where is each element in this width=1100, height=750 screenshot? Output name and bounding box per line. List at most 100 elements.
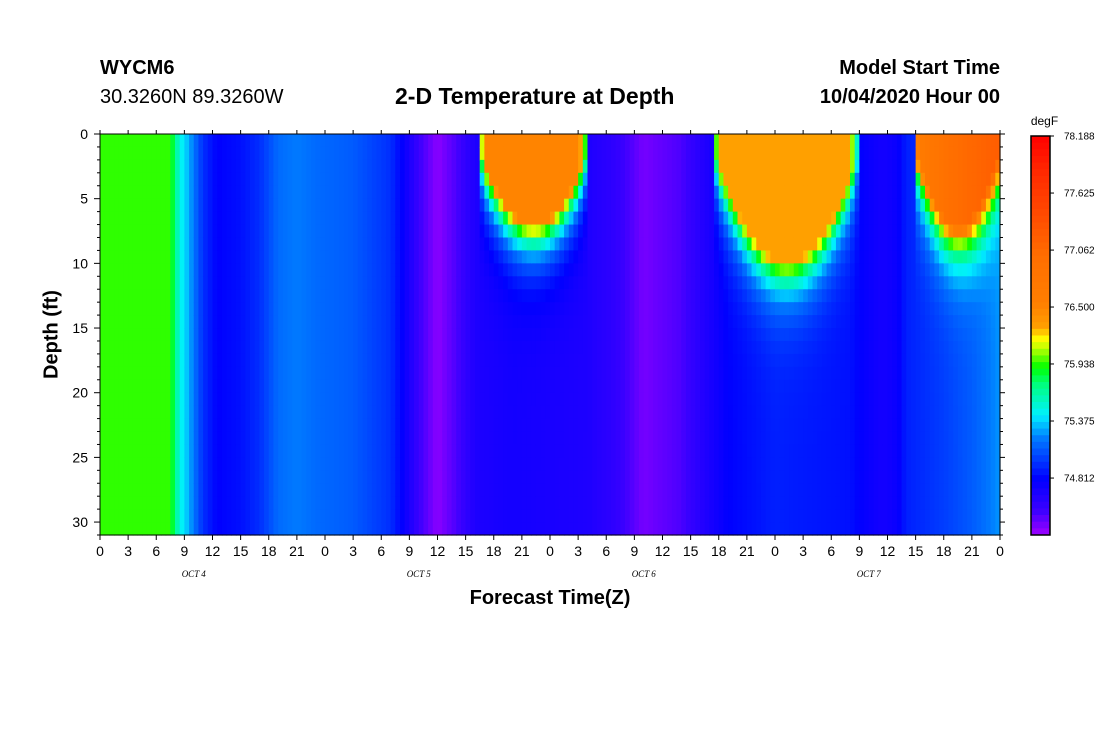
heatmap-cell — [742, 353, 748, 368]
heatmap-cell — [573, 496, 579, 510]
heatmap-cell — [554, 496, 560, 510]
heatmap-cell — [831, 237, 837, 252]
heatmap-cell — [437, 315, 443, 329]
heatmap-cell — [648, 496, 654, 510]
heatmap-cell — [817, 509, 823, 523]
heatmap-cell — [118, 198, 125, 213]
heatmap-cell — [568, 418, 575, 433]
heatmap-cell — [784, 315, 790, 329]
heatmap-cell — [254, 302, 260, 316]
heatmap-cell — [217, 418, 223, 433]
heatmap-cell — [746, 366, 753, 381]
heatmap-cell — [343, 328, 350, 342]
heatmap-cell — [193, 392, 200, 407]
heatmap-cell — [132, 302, 139, 316]
heatmap-cell — [840, 224, 846, 239]
heatmap-cell — [353, 353, 359, 368]
heatmap-cell — [287, 159, 293, 174]
heatmap-cell — [793, 431, 800, 446]
heatmap-cell — [643, 224, 650, 239]
heatmap-cell — [362, 276, 368, 290]
heatmap-cell — [104, 289, 110, 303]
heatmap-cell — [104, 444, 110, 458]
heatmap-cell — [456, 328, 462, 342]
heatmap-cell — [306, 366, 312, 381]
heatmap-cell — [325, 302, 331, 316]
heatmap-cell — [587, 134, 593, 148]
heatmap-cell — [456, 302, 462, 316]
heatmap-cell — [775, 405, 781, 420]
heatmap-cell — [690, 470, 696, 484]
heatmap-cell — [531, 211, 537, 226]
heatmap-cell — [709, 509, 715, 523]
heatmap-cell — [681, 392, 687, 407]
heatmap-cell — [123, 483, 129, 497]
heatmap-cell — [414, 431, 420, 446]
heatmap-cell — [835, 224, 842, 239]
heatmap-cell — [657, 276, 664, 290]
heatmap-cell — [428, 289, 434, 303]
heatmap-cell — [512, 509, 518, 523]
heatmap-cell — [601, 431, 607, 446]
heatmap-cell — [793, 392, 800, 407]
heatmap-cell — [700, 276, 706, 290]
heatmap-cell — [146, 302, 153, 316]
heatmap-cell — [400, 237, 406, 252]
heatmap-cell — [592, 328, 598, 342]
heatmap-cell — [400, 444, 406, 458]
heatmap-cell — [128, 224, 134, 239]
heatmap-cell — [437, 496, 443, 510]
heatmap-cell — [100, 405, 106, 420]
heatmap-cell — [573, 315, 579, 329]
heatmap-cell — [620, 522, 626, 536]
heatmap-cell — [132, 457, 139, 471]
heatmap-cell — [610, 444, 617, 458]
heatmap-cell — [784, 431, 790, 446]
heatmap-cell — [798, 211, 804, 226]
heatmap-cell — [601, 379, 607, 394]
heatmap-cell — [601, 405, 607, 420]
heatmap-cell — [278, 263, 284, 277]
heatmap-cell — [100, 276, 106, 290]
heatmap-cell — [737, 211, 743, 226]
heatmap-cell — [217, 146, 223, 161]
heatmap-cell — [714, 483, 720, 497]
heatmap-cell — [746, 483, 753, 497]
heatmap-cell — [456, 444, 462, 458]
heatmap-cell — [742, 457, 748, 471]
heatmap-cell — [850, 315, 856, 329]
heatmap-cell — [437, 250, 443, 264]
heatmap-cell — [306, 457, 312, 471]
heatmap-cell — [751, 250, 757, 264]
heatmap-cell — [212, 405, 218, 420]
heatmap-cell — [831, 431, 837, 446]
heatmap-cell — [320, 340, 326, 355]
heatmap-cell — [104, 470, 110, 484]
heatmap-cell — [489, 353, 495, 368]
heatmap-cell — [137, 457, 143, 471]
heatmap-cell — [803, 172, 809, 187]
heatmap-cell — [437, 224, 443, 239]
heatmap-cell — [428, 379, 434, 394]
heatmap-cell — [629, 496, 635, 510]
heatmap-cell — [329, 250, 335, 264]
heatmap-cell — [221, 172, 228, 187]
heatmap-cell — [198, 483, 204, 497]
heatmap-cell — [451, 315, 457, 329]
heatmap-cell — [798, 522, 804, 536]
heatmap-cell — [704, 250, 710, 264]
heatmap-cell — [746, 198, 753, 213]
heatmap-cell — [339, 172, 345, 187]
heatmap-cell — [629, 483, 635, 497]
heatmap-cell — [423, 211, 429, 226]
heatmap-cell — [807, 211, 814, 226]
heatmap-cell — [118, 444, 125, 458]
heatmap-cell — [503, 159, 509, 174]
heatmap-cell — [723, 457, 729, 471]
heatmap-cell — [151, 134, 157, 148]
heatmap-cell — [278, 340, 284, 355]
heatmap-cell — [685, 366, 692, 381]
heatmap-cell — [784, 198, 790, 213]
heatmap-cell — [639, 185, 645, 200]
